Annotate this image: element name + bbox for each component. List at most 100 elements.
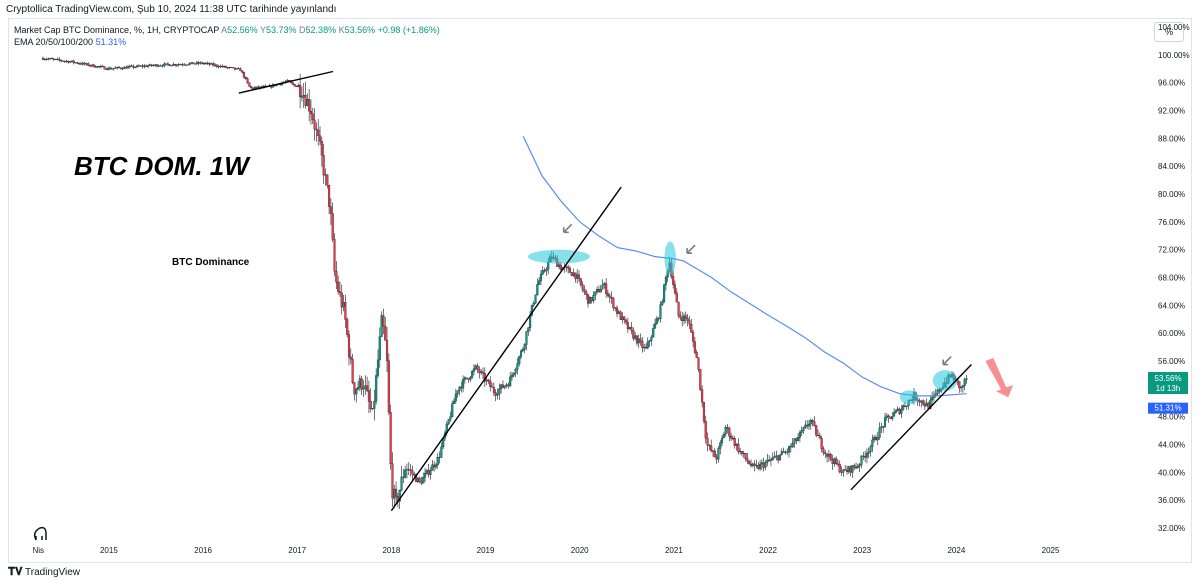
candle-body bbox=[159, 65, 162, 67]
candle-body bbox=[570, 272, 573, 276]
candle-body bbox=[628, 326, 631, 330]
candle-body bbox=[460, 386, 463, 389]
x-tick-label: 2023 bbox=[853, 546, 871, 555]
candle-body bbox=[902, 405, 905, 410]
y-tick-label: 100.00% bbox=[1158, 51, 1190, 60]
candle-body bbox=[487, 379, 490, 382]
x-tick-label: 2017 bbox=[288, 546, 306, 555]
candle-body bbox=[833, 458, 836, 464]
y-tick-label: 84.00% bbox=[1158, 162, 1185, 171]
candle-body bbox=[206, 62, 209, 64]
y-tick-label: 40.00% bbox=[1158, 468, 1185, 477]
candle-body bbox=[583, 289, 586, 293]
candle-body bbox=[130, 65, 133, 67]
candle-body bbox=[400, 476, 403, 491]
candle-body bbox=[530, 305, 533, 316]
candle-body bbox=[961, 385, 964, 388]
candle-body bbox=[215, 64, 218, 67]
chart-frame[interactable] bbox=[8, 18, 1192, 563]
candle-body bbox=[918, 400, 921, 403]
candle-body bbox=[232, 67, 235, 69]
chart-subtitle-annotation: BTC Dominance bbox=[172, 257, 250, 268]
candle-body bbox=[567, 266, 570, 269]
candle-body bbox=[404, 469, 407, 478]
candle-body bbox=[840, 471, 843, 473]
candle-body bbox=[253, 87, 256, 89]
candle-body bbox=[775, 455, 778, 457]
legend-ema-label[interactable]: EMA 20/50/100/200 bbox=[14, 37, 94, 47]
candle-body bbox=[385, 340, 389, 361]
candle-body bbox=[865, 453, 868, 458]
candle-body bbox=[376, 359, 380, 376]
x-tick-label: 2018 bbox=[382, 546, 400, 555]
legend-open-value: 52.56% bbox=[227, 25, 258, 35]
candle-body bbox=[128, 66, 131, 67]
candle-body bbox=[92, 64, 95, 68]
candle-body bbox=[730, 436, 733, 439]
candle-body bbox=[922, 400, 925, 405]
candle-body bbox=[58, 58, 61, 61]
candle-body bbox=[623, 316, 626, 321]
candle-body bbox=[588, 297, 591, 304]
candle-body bbox=[769, 459, 772, 461]
candle-body bbox=[659, 304, 662, 320]
candle-body bbox=[637, 338, 640, 344]
candle-body bbox=[123, 66, 126, 69]
legend-symbol[interactable]: Market Cap BTC Dominance, %, 1H, CRYPTOC… bbox=[14, 25, 220, 35]
candle-body bbox=[61, 60, 64, 62]
candle-body bbox=[532, 302, 535, 306]
candle-body bbox=[525, 331, 528, 345]
candle-body bbox=[635, 335, 638, 344]
candle-body bbox=[85, 63, 88, 65]
candle-body bbox=[625, 319, 628, 323]
candle-body bbox=[308, 99, 311, 112]
candle-body bbox=[349, 356, 352, 360]
candle-body bbox=[163, 63, 166, 67]
candle-body bbox=[183, 64, 186, 66]
legend-change: +0.98 (+1.86%) bbox=[377, 25, 440, 35]
candle-body bbox=[329, 206, 332, 214]
candle-body bbox=[800, 430, 803, 433]
candle-body bbox=[402, 476, 405, 478]
candle-body bbox=[920, 400, 923, 403]
candle-body bbox=[574, 272, 577, 279]
candle-body bbox=[891, 416, 894, 420]
candle-body bbox=[476, 365, 479, 370]
y-tick-label: 104.00% bbox=[1158, 23, 1190, 32]
candle-body bbox=[177, 64, 180, 66]
candle-body bbox=[480, 371, 483, 374]
candle-body bbox=[617, 311, 620, 314]
candle-body bbox=[67, 60, 70, 63]
percent-scale-button[interactable]: % bbox=[1154, 22, 1184, 42]
candle-body bbox=[391, 463, 394, 499]
candle-body bbox=[737, 443, 740, 452]
candle-body bbox=[844, 469, 847, 471]
candle-body bbox=[54, 58, 57, 60]
candle-body bbox=[63, 60, 66, 62]
candle-body bbox=[393, 488, 396, 499]
candle-body bbox=[179, 64, 182, 66]
projection-arrow-icon bbox=[985, 357, 1014, 398]
candle-body bbox=[606, 293, 610, 296]
candle-body bbox=[538, 280, 541, 285]
candle-body bbox=[597, 289, 600, 293]
candle-body bbox=[724, 427, 727, 435]
candle-body bbox=[181, 64, 184, 66]
highlight-ellipse bbox=[664, 241, 676, 275]
candle-body bbox=[108, 67, 112, 70]
candle-body bbox=[295, 86, 298, 87]
candle-body bbox=[246, 78, 249, 83]
candle-body bbox=[677, 301, 680, 316]
candle-body bbox=[371, 408, 374, 410]
candle-body bbox=[702, 402, 705, 422]
candle-body bbox=[693, 341, 696, 353]
candle-body bbox=[742, 453, 745, 455]
candle-body bbox=[789, 446, 792, 448]
candle-body bbox=[226, 67, 229, 69]
candle-body bbox=[898, 408, 901, 414]
candle-body bbox=[594, 291, 597, 296]
candle-body bbox=[186, 64, 189, 66]
candle-body bbox=[139, 65, 142, 67]
candle-body bbox=[784, 451, 787, 453]
